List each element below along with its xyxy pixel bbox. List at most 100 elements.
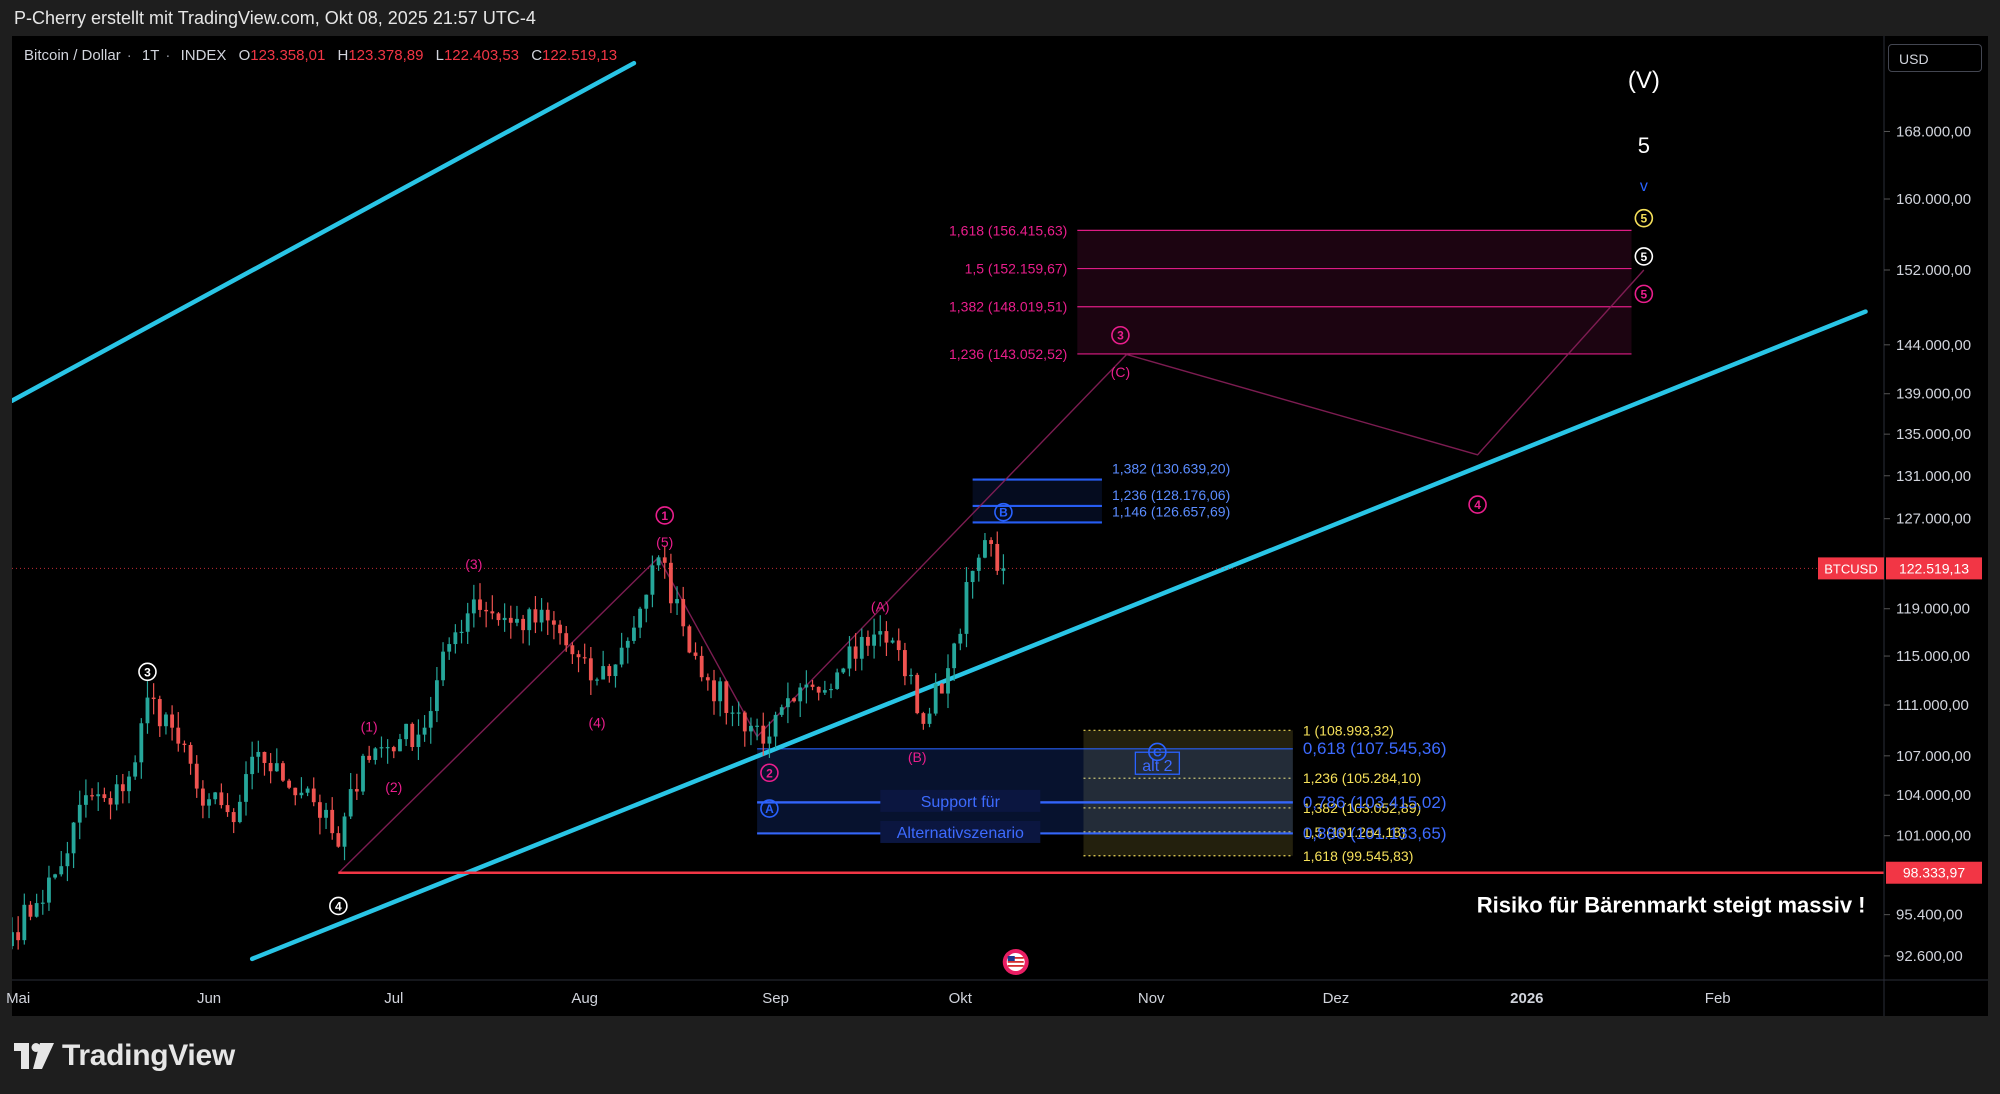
candle <box>453 624 458 654</box>
time-tick-label: 2026 <box>1510 990 1543 1007</box>
candle-body <box>287 780 292 788</box>
candle-body <box>213 792 218 800</box>
candle <box>176 712 181 752</box>
candle <box>139 718 144 779</box>
candle-body <box>441 651 445 681</box>
candle <box>761 712 766 756</box>
tradingview-wordmark: TradingView <box>62 1039 235 1072</box>
candle <box>989 537 994 557</box>
candle <box>237 794 242 824</box>
candle <box>613 664 618 688</box>
fib-level-label: 1,618 (99.545,83) <box>1303 848 1414 864</box>
symbol-interval: 1T <box>141 47 160 64</box>
candle-body <box>712 680 716 702</box>
fib-level-label: 1,382 (103.052,89) <box>1303 800 1421 816</box>
candle-body <box>792 698 796 702</box>
tradingview-logo[interactable]: TradingView <box>14 1036 235 1076</box>
price-tick-label: 139.000,00 <box>1896 386 1971 403</box>
wave-label-circle <box>1468 495 1487 514</box>
candle-body <box>108 798 113 805</box>
candle-body <box>311 788 316 803</box>
candle-body <box>373 748 378 760</box>
candle <box>804 670 809 704</box>
price-tick-label: 115.000,00 <box>1896 648 1970 665</box>
risk-price-value: 98.333,97 <box>1903 865 1965 881</box>
candle-body <box>305 788 310 793</box>
candle <box>515 605 519 627</box>
candle <box>644 594 649 623</box>
candle-body <box>16 932 21 941</box>
chart-panel[interactable] <box>12 36 1988 1016</box>
candle-body <box>699 655 704 678</box>
price-tick-label: 92.600,00 <box>1896 948 1963 965</box>
candle-body <box>385 747 390 749</box>
candle-body <box>939 683 944 694</box>
candle <box>792 697 796 703</box>
candle <box>422 715 427 742</box>
close-key: C <box>531 47 543 64</box>
candle-body <box>927 713 932 724</box>
candle <box>133 755 138 780</box>
fib-zone-yellow-extension <box>1083 730 1293 856</box>
candle <box>699 646 704 682</box>
candle <box>102 787 107 802</box>
candle <box>108 791 113 820</box>
candle <box>391 745 396 759</box>
candle-body <box>847 646 852 669</box>
fib-level-label: 1,618 (156.415,63) <box>949 222 1067 238</box>
candle <box>281 760 285 782</box>
currency-selector[interactable]: USD <box>1888 44 1982 72</box>
candle <box>361 753 365 796</box>
candle <box>939 682 944 694</box>
candle <box>348 772 353 819</box>
candle <box>268 753 273 784</box>
candle <box>970 570 975 599</box>
candle-body <box>859 636 864 659</box>
candle-body <box>613 664 618 677</box>
candle <box>1001 554 1006 585</box>
candle <box>40 889 45 915</box>
candle <box>822 680 827 695</box>
candle-body <box>588 658 593 681</box>
candle <box>896 628 901 661</box>
wave-label: A <box>765 802 774 816</box>
candle-body <box>12 932 14 947</box>
candle <box>508 605 513 639</box>
candle-body <box>632 627 636 641</box>
high-value: 123.378,89 <box>348 47 424 64</box>
candle <box>668 553 673 614</box>
candle <box>656 555 661 571</box>
candle <box>127 771 131 804</box>
candle <box>625 637 630 664</box>
candle-body <box>471 599 476 614</box>
candle <box>324 802 328 830</box>
candle-body <box>779 707 784 715</box>
candle <box>164 712 168 735</box>
candle-body <box>274 763 279 772</box>
candle <box>244 761 248 816</box>
candle-body <box>496 613 501 621</box>
fib-level-label: 1,382 (130.639,20) <box>1112 461 1230 477</box>
candle-body <box>933 683 938 714</box>
candle-body <box>379 747 384 749</box>
candle <box>496 612 501 626</box>
candle <box>964 567 969 648</box>
wave-label: (C) <box>1111 364 1130 380</box>
candle <box>601 650 606 680</box>
candle <box>16 916 21 950</box>
candle-body <box>521 618 526 631</box>
open-value: 123.358,01 <box>250 47 326 64</box>
candle-body <box>22 904 27 941</box>
candle-body <box>53 874 58 878</box>
candle-body <box>114 784 119 805</box>
candle-body <box>34 903 39 917</box>
candle <box>995 531 1000 575</box>
candle-body <box>570 645 575 655</box>
candle-body <box>188 744 193 764</box>
wave-label: 5 <box>1640 250 1647 264</box>
candle <box>835 668 840 690</box>
fib-zone-blue-extension <box>972 479 1102 523</box>
wave-label: (1) <box>361 718 378 734</box>
candle-body <box>428 711 433 728</box>
